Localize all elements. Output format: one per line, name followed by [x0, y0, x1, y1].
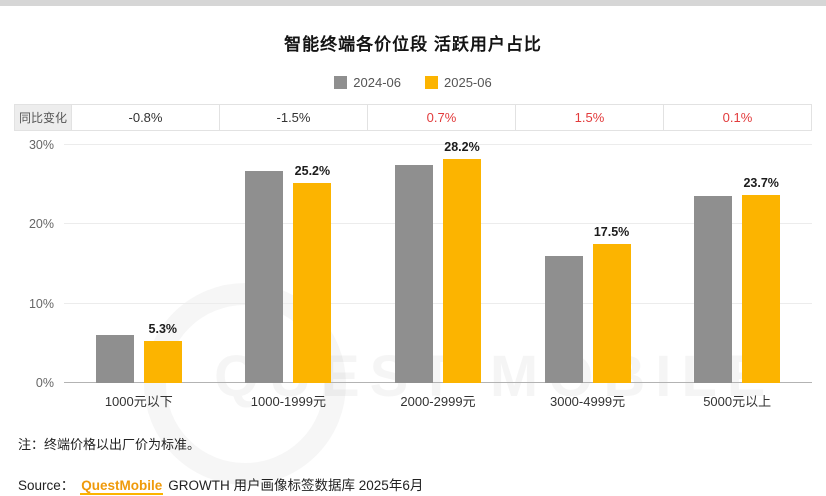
gridline — [64, 302, 812, 304]
top-band — [0, 0, 826, 6]
bar-2024-06 — [694, 195, 733, 383]
bar-2024-06 — [544, 256, 583, 383]
bar-2025-06: 28.2% — [442, 140, 481, 383]
bar-value-label: 25.2% — [294, 164, 331, 179]
y-tick-label: 30% — [28, 138, 54, 152]
bar-value-label: 28.2% — [444, 140, 480, 155]
x-axis-label: 5000元以上 — [703, 394, 772, 409]
bar-2025-06: 17.5% — [592, 225, 631, 383]
bar-2025-06: 5.3% — [143, 322, 182, 383]
legend-label: 2025-06 — [444, 75, 492, 90]
y-tick-label: 0% — [35, 376, 54, 390]
yoy-value: -0.8% — [71, 105, 219, 130]
bar-group: 17.5% — [513, 145, 663, 383]
gridline — [64, 382, 812, 383]
y-tick-label: 20% — [28, 217, 54, 232]
y-axis: 0% 10% 20% 30% — [14, 138, 64, 390]
bars-layer: 5.3% 25.2% 28.2% 17.5% 23.7% — [64, 140, 812, 383]
source-prefix: Source： — [18, 478, 75, 493]
x-axis-label: 2000-2999元 — [400, 394, 476, 409]
source-brand: QuestMobile — [80, 478, 164, 495]
source-rest: GROWTH 用户画像标签数据库 2025年6月 — [168, 478, 424, 493]
bar-2025-06: 25.2% — [293, 164, 332, 383]
chart-title: 智能终端各价位段 活跃用户占比 — [284, 35, 542, 54]
chart-area: 0%10%20%30% QUEST MOBILE 5.3%25.2%28.2%1… — [14, 138, 812, 409]
legend-swatch — [425, 76, 438, 89]
yoy-change-row: 同比变化 -0.8% -1.5% 0.7% 1.5% 0.1% — [14, 104, 812, 131]
bar-group: 5.3% — [64, 145, 214, 383]
x-axis-label: 3000-4999元 — [549, 394, 626, 409]
source-line: Source： QuestMobile GROWTH 用户画像标签数据库 2025年… — [18, 474, 826, 495]
y-tick-label: 10% — [28, 296, 54, 311]
legend-item: 2024-06 — [334, 75, 401, 90]
x-axis-label: 1000元以下 — [104, 394, 173, 409]
bar-2024-06 — [245, 171, 284, 383]
x-axis-labels: 1000元以下 1000-1999元 2000-2999元 3000-4999元 500… — [64, 391, 812, 410]
bar-2024-06 — [394, 164, 433, 383]
yoy-value: 1.5% — [515, 105, 663, 130]
footnote: 注：终端价格以出厂价为标准。 — [18, 437, 201, 452]
bar-group: 23.7% — [662, 145, 812, 383]
x-axis-label: 1000-1999元 — [250, 394, 326, 409]
bar-2024-06 — [95, 334, 134, 383]
legend-item: 2025-06 — [425, 75, 492, 90]
legend-swatch — [334, 76, 348, 89]
yoy-value: 0.1% — [663, 105, 811, 130]
bar-group: 25.2% — [214, 145, 364, 383]
bar-value-label: 17.5% — [593, 225, 630, 240]
yoy-value: -1.5% — [219, 105, 367, 130]
bar-2025-06: 23.7% — [742, 176, 781, 383]
bar-value-label: 5.3% — [148, 321, 178, 336]
gridline — [64, 144, 812, 145]
bar-value-label: 23.7% — [743, 175, 779, 190]
gridline — [64, 223, 812, 225]
bar-group: 28.2% — [363, 140, 513, 383]
yoy-row-label: 同比变化 — [15, 105, 71, 130]
plot-area: QUEST MOBILE 5.3%25.2%28.2%17.5%23.7% — [64, 140, 812, 409]
legend: 2024-06 2025-06 — [0, 75, 826, 90]
yoy-value: 0.7% — [367, 105, 515, 130]
legend-label: 2024-06 — [353, 75, 401, 90]
